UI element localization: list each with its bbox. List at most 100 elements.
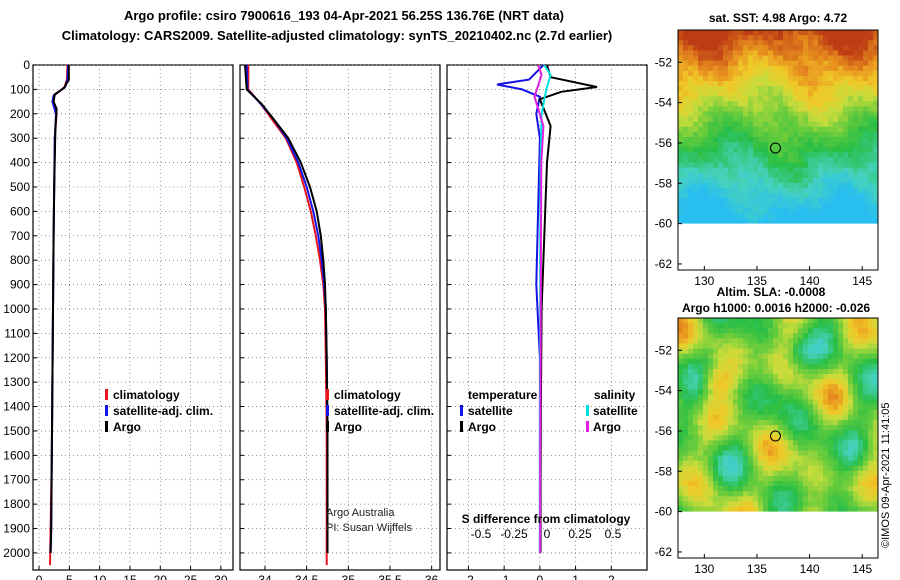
map-cell xyxy=(688,106,694,113)
map-cell xyxy=(823,389,829,395)
map-cell xyxy=(743,374,749,380)
map-cell xyxy=(853,379,859,385)
map-cell xyxy=(803,172,809,179)
map-cell xyxy=(843,152,849,158)
map-cell xyxy=(808,450,814,457)
map-cell xyxy=(678,460,684,467)
map-cell xyxy=(768,75,774,82)
map-cell xyxy=(848,60,854,67)
map-cell xyxy=(813,45,819,51)
map-cell xyxy=(708,475,714,482)
map-cell xyxy=(788,460,794,467)
map-cell xyxy=(783,55,789,62)
map-cell xyxy=(758,419,764,426)
map-cell xyxy=(763,75,769,82)
map-cell xyxy=(743,157,749,164)
map-cell xyxy=(833,363,839,370)
map-cell xyxy=(743,481,749,487)
map-cell xyxy=(818,208,824,214)
map-cell xyxy=(863,121,869,128)
map-cell xyxy=(748,470,754,477)
map-cell xyxy=(853,455,859,462)
map-cell xyxy=(863,91,869,97)
map-cell xyxy=(763,70,769,77)
map-cell xyxy=(873,30,878,36)
map-cell xyxy=(743,425,749,431)
map-cell xyxy=(723,111,729,118)
map-cell xyxy=(803,506,809,513)
map-cell xyxy=(838,394,844,401)
map-cell xyxy=(778,60,784,67)
map-cell xyxy=(823,187,829,194)
map-cell xyxy=(758,55,764,62)
map-cell xyxy=(838,475,844,482)
map-cell xyxy=(698,131,704,138)
map-cell xyxy=(683,353,689,360)
map-cell xyxy=(773,147,779,153)
map-cell xyxy=(758,333,764,339)
map-cell xyxy=(823,475,829,482)
map-cell xyxy=(698,101,704,107)
map-cell xyxy=(753,491,759,497)
map-cell xyxy=(763,389,769,395)
map-cell xyxy=(808,45,814,51)
map-cell xyxy=(733,106,739,113)
map-cell xyxy=(813,96,819,102)
map-cell xyxy=(798,142,804,148)
map-cell xyxy=(788,208,794,214)
map-cell xyxy=(723,328,729,334)
map-cell xyxy=(753,55,759,62)
map-cell xyxy=(778,450,784,457)
map-cell xyxy=(723,50,729,57)
map-cell xyxy=(693,75,699,82)
map-cell xyxy=(803,450,809,457)
map-cell xyxy=(798,101,804,107)
map-cell xyxy=(738,75,744,82)
map-cell xyxy=(863,86,869,92)
map-cell xyxy=(713,177,719,184)
map-cell xyxy=(723,172,729,179)
map-cell xyxy=(853,208,859,214)
map-cell xyxy=(768,475,774,482)
map-cell xyxy=(788,106,794,113)
map-cell xyxy=(723,86,729,92)
map-cell xyxy=(783,198,789,204)
map-cell xyxy=(818,96,824,102)
map-cell xyxy=(873,343,878,350)
map-cell xyxy=(873,65,878,72)
map-cell xyxy=(733,419,739,426)
map-cell xyxy=(828,187,834,194)
plot-frame xyxy=(446,64,648,571)
map-cell xyxy=(723,116,729,123)
map-cell xyxy=(713,142,719,148)
map-cell xyxy=(678,374,684,380)
map-cell xyxy=(768,177,774,184)
map-cell xyxy=(873,491,878,497)
map-cell xyxy=(818,481,824,487)
map-cell xyxy=(823,75,829,82)
map-cell xyxy=(728,348,734,355)
map-cell xyxy=(853,496,859,502)
map-cell xyxy=(728,213,734,220)
map-cell xyxy=(833,486,839,492)
map-cell xyxy=(793,455,799,462)
map-cell xyxy=(858,419,864,426)
map-cell xyxy=(838,425,844,431)
map-cell xyxy=(793,430,799,436)
map-cell xyxy=(778,218,784,225)
map-cell xyxy=(838,440,844,446)
map-cell xyxy=(873,91,878,97)
map-cell xyxy=(733,491,739,497)
map-cell xyxy=(823,328,829,334)
map-cell xyxy=(683,323,689,329)
map-cell xyxy=(833,111,839,118)
map-cell xyxy=(753,208,759,214)
lat-tick-label: -60 xyxy=(655,217,673,231)
map-cell xyxy=(723,177,729,184)
map-cell xyxy=(743,323,749,329)
map-cell xyxy=(783,318,789,324)
map-cell xyxy=(728,131,734,138)
map-cell xyxy=(813,55,819,62)
map-cell xyxy=(723,193,729,199)
map-cell xyxy=(808,445,814,452)
